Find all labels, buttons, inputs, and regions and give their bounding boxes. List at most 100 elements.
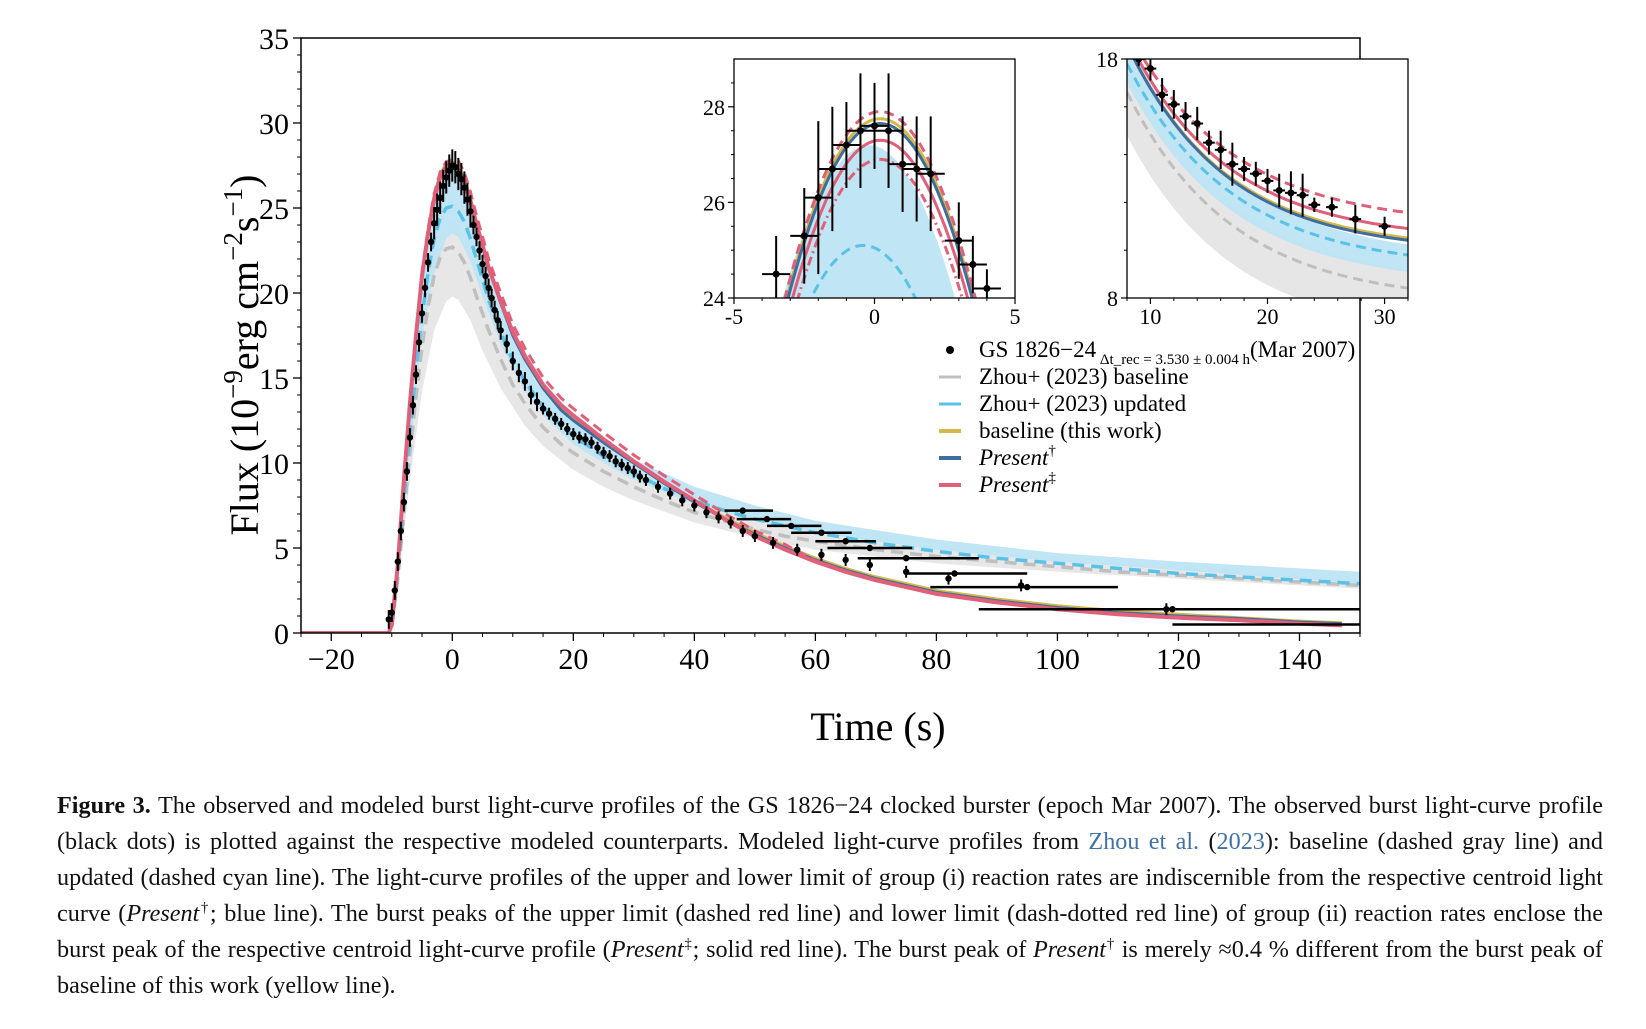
- data-point: [533, 398, 541, 405]
- caption-present: Present: [126, 900, 200, 927]
- data-point: [1205, 139, 1213, 147]
- data-point: [430, 220, 438, 227]
- data-point: [458, 175, 465, 183]
- data-point: [1240, 165, 1248, 173]
- data-point: [539, 405, 547, 412]
- data-point: [452, 164, 459, 171]
- data-point: [1170, 100, 1178, 108]
- caption-text: ; solid red line). The burst peak of: [692, 936, 1034, 963]
- data-point: [945, 575, 952, 582]
- data-point: [715, 514, 722, 521]
- legend-label: GS 1826−24 Δt_rec = 3.530 ± 0.004 h(Mar …: [979, 337, 1355, 368]
- data-point: [666, 490, 674, 497]
- data-point: [388, 609, 395, 616]
- y-tick-label: 35: [259, 23, 289, 56]
- data-point: [433, 206, 441, 213]
- data-point: [558, 420, 565, 428]
- citation-link-year[interactable]: 2023: [1216, 828, 1265, 855]
- data-point: [488, 294, 495, 302]
- data-point: [1023, 583, 1031, 591]
- data-point: [1287, 189, 1295, 197]
- x-tick-label: 0: [869, 304, 880, 329]
- data-point: [866, 544, 874, 552]
- data-point: [955, 237, 963, 245]
- legend: GS 1826−24 Δt_rec = 3.530 ± 0.004 h(Mar …: [939, 337, 1355, 497]
- data-point: [1146, 65, 1154, 73]
- data-point: [1299, 191, 1307, 199]
- caption-text: The observed and modeled burst light-cur…: [57, 792, 1603, 855]
- zhou-baseline-line: [301, 245, 1360, 633]
- x-tick-label: 40: [679, 643, 709, 676]
- data-point: [927, 170, 935, 178]
- data-point: [521, 378, 529, 385]
- x-tick-label: 30: [1374, 304, 1396, 329]
- data-point: [772, 270, 780, 278]
- y-tick-label: 18: [1096, 47, 1118, 72]
- data-point: [679, 497, 686, 504]
- data-point: [551, 415, 559, 422]
- data-point: [570, 430, 577, 438]
- data-point: [400, 498, 408, 506]
- data-point: [814, 194, 822, 202]
- data-point: [446, 167, 453, 174]
- x-axis-label: Time (s): [810, 704, 945, 749]
- data-point: [397, 527, 405, 535]
- present-dagger-line: [1132, 59, 1408, 242]
- caption-present: Present: [610, 936, 684, 963]
- zhou-updated-line: [1127, 63, 1408, 257]
- data-point: [642, 476, 650, 484]
- data-point: [1264, 177, 1271, 185]
- data-point: [703, 509, 710, 516]
- data-point: [1217, 146, 1225, 154]
- inset-peak-plot: -5 0 5 24 26 28: [703, 58, 1021, 329]
- data-point: [427, 238, 435, 246]
- data-point: [636, 473, 644, 480]
- data-point: [421, 284, 429, 292]
- caption-ddagger: ‡: [683, 935, 693, 952]
- data-point: [856, 127, 864, 135]
- x-tick-label: 120: [1156, 643, 1201, 676]
- data-point: [606, 453, 613, 460]
- legend-item-observed: GS 1826−24 Δt_rec = 3.530 ± 0.004 h(Mar …: [946, 337, 1355, 368]
- x-tick-label: 20: [1257, 304, 1279, 329]
- zhou-baseline-line: [1127, 91, 1408, 290]
- data-point: [800, 232, 808, 240]
- data-point: [1228, 160, 1236, 168]
- x-tick-label: 140: [1277, 643, 1322, 676]
- data-point: [1252, 170, 1260, 178]
- data-point: [899, 160, 907, 168]
- legend-label: Present‡: [978, 470, 1056, 497]
- x-tick-label: -5: [725, 304, 743, 329]
- data-point: [470, 221, 477, 229]
- x-tick-label: 10: [1139, 304, 1161, 329]
- data-point: [842, 141, 850, 149]
- x-tick-label: 60: [800, 643, 830, 676]
- data-point: [787, 522, 795, 530]
- data-point: [969, 261, 977, 269]
- data-point: [624, 464, 631, 472]
- data-point: [739, 527, 746, 535]
- data-point: [983, 284, 991, 292]
- data-point: [588, 439, 595, 446]
- legend-label: Zhou+ (2023) updated: [979, 391, 1187, 416]
- y-tick-label: 0: [274, 618, 289, 651]
- data-point: [866, 561, 874, 569]
- data-point: [794, 546, 801, 553]
- caption-dagger: †: [199, 899, 210, 916]
- data-point: [828, 165, 836, 173]
- legend-label: Present†: [978, 443, 1056, 470]
- data-point: [1169, 606, 1176, 613]
- caption-text: is merely ≈0.4 % different from the burs…: [57, 936, 1603, 999]
- data-point: [494, 317, 501, 324]
- data-point: [1310, 201, 1318, 209]
- zhou-updated-line: [809, 243, 917, 298]
- legend-label: baseline (this work): [979, 418, 1162, 443]
- data-point: [406, 434, 414, 441]
- data-point: [415, 339, 423, 346]
- data-point: [515, 369, 523, 377]
- x-tick-label: 20: [558, 643, 588, 676]
- citation-link-zhou[interactable]: Zhou et al.: [1088, 828, 1200, 855]
- legend-item-present-ddagger: Present‡: [939, 470, 1056, 497]
- data-point: [527, 391, 535, 399]
- data-point: [751, 532, 759, 540]
